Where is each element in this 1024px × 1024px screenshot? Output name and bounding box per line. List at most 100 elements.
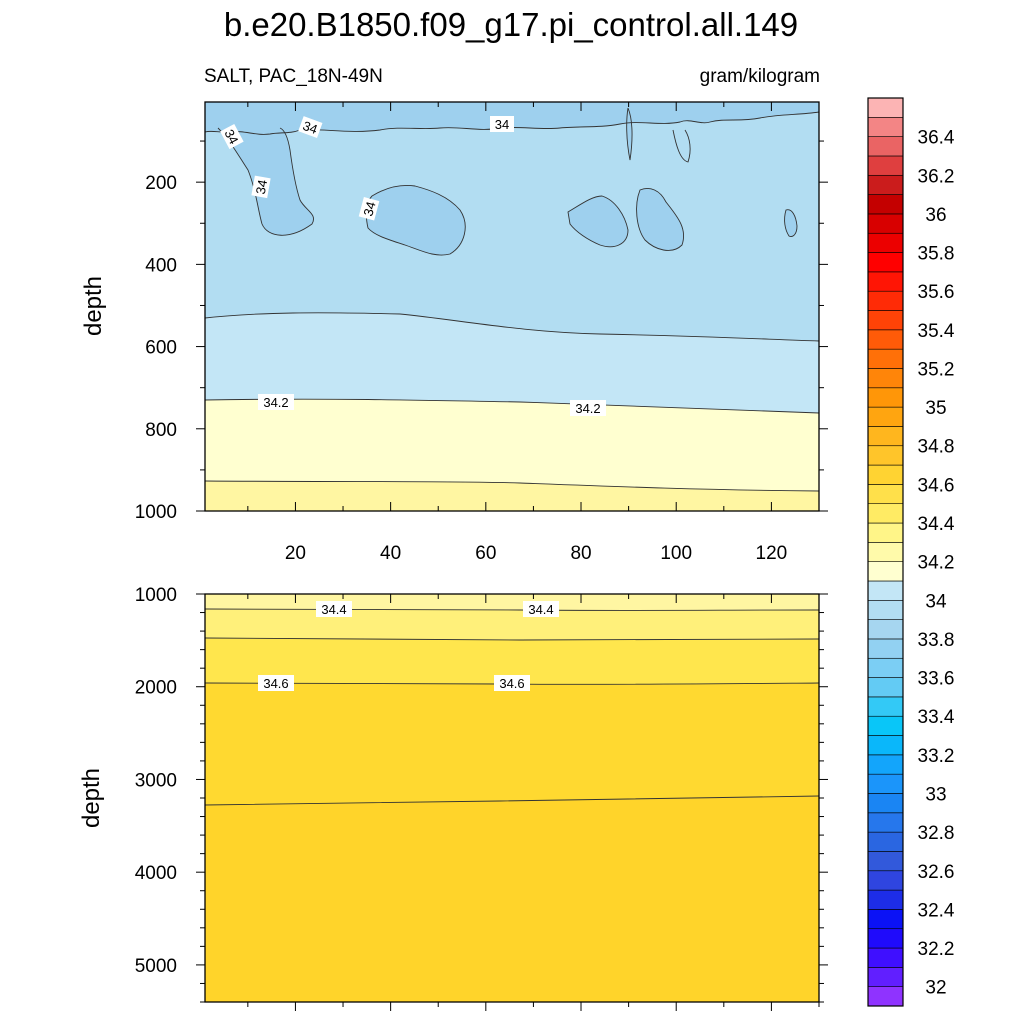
svg-text:34.2: 34.2 [575,401,600,416]
field-33-9-patch-east2 [636,188,684,251]
y-tick-label: 3000 [135,770,177,791]
colorbar-box [867,696,904,717]
colorbar-box [867,426,904,447]
colorbar-box [867,812,904,833]
colorbar-box [867,310,904,331]
isoline-34-0-patch-east1 [567,195,629,248]
colorbar-label: 32.4 [918,900,955,921]
colorbar-box [867,213,904,234]
colorbar-label: 34 [925,591,947,612]
colorbar-label: 32.8 [918,823,955,844]
colorbar-box [867,445,904,466]
colorbar-box [867,599,904,620]
isoline-34-0-patch-drop [626,107,633,161]
colorbar-box [867,329,904,350]
contour-label: 34 [490,116,514,132]
colorbar-box [867,232,904,253]
svg-text:34.4: 34.4 [528,602,553,617]
colorbar-label: 32.2 [918,939,955,960]
colorbar-box [867,638,904,659]
colorbar-label: 35 [925,398,946,419]
y-tick-label: 1000 [135,585,177,606]
isoline-34-0-patch-central [365,185,466,256]
svg-text:34: 34 [495,117,509,132]
contour-label: 34 [220,123,244,150]
field-34-3-lower [205,594,819,611]
colorbar-box [867,851,904,872]
contour-label: 34.2 [570,400,606,416]
isoline-34-1 [205,312,819,342]
y-tick-label: 800 [145,420,177,441]
colorbar-frame [867,97,904,1007]
colorbar-label: 33.8 [918,630,955,651]
chart-title: b.e20.B1850.f09_g17.pi_control.all.149 [224,6,798,43]
contour-label: 34 [358,197,380,221]
contour-label: 34.4 [523,601,559,617]
isoline-34-7 [205,795,819,806]
colorbar-box [867,889,904,910]
colorbar-box [867,194,904,215]
colorbar-label: 34.8 [918,437,955,458]
colorbar-label: 34.4 [918,514,955,535]
svg-text:34: 34 [360,200,378,218]
contour-label: 34 [298,116,323,138]
colorbar-box [867,967,904,987]
x-tick-label: 20 [285,543,306,564]
colorbar-label: 32.6 [918,862,955,883]
colorbar-box [867,503,904,524]
colorbar-box [867,580,904,601]
colorbar-label: 36 [925,205,946,226]
lower-axes: 1000 2000 3000 4000 5000 [135,585,828,1011]
colorbar-label: 35.2 [918,359,955,380]
colorbar-box [867,174,904,195]
lower-fill [205,594,819,1002]
y-tick-label: 5000 [135,956,177,977]
x-tick-label: 80 [570,543,591,564]
right-string: gram/kilogram [700,66,820,87]
upper-fill [205,102,819,511]
colorbar-box [867,271,904,292]
upper-isolines [205,107,819,492]
contour-label: 34.2 [258,394,294,410]
upper-y-label: depth [80,276,107,336]
contour-label: 34 [251,175,271,199]
colorbar-box [867,909,904,930]
svg-text:34.6: 34.6 [499,676,524,691]
upper-contour-labels: 34 34 34 34 34 34.2 [220,116,606,416]
lower-contour-labels: 34.4 34.4 34.6 34.6 [258,601,559,691]
contour-label: 34.6 [494,675,530,691]
x-tick-label: 120 [756,543,788,564]
colorbar-box [867,136,904,157]
svg-text:34.4: 34.4 [321,602,346,617]
x-tick-label: 40 [380,543,401,564]
upper-panel: 34 34 34 34 34 34.2 [80,101,828,564]
colorbar-label: 32 [925,978,946,999]
colorbar-box [867,155,904,176]
field-33-9-patch-east1 [568,196,628,247]
colorbar-box [867,619,904,640]
colorbar-label: 33 [925,784,946,805]
colorbar-label: 35.6 [918,282,955,303]
colorbar-box [867,387,904,408]
x-tick-label: 60 [475,543,496,564]
colorbar-box [867,831,904,852]
isoline-34-0-patch-east3 [784,209,798,237]
isoline-34-0-patch-west [217,127,314,236]
lower-panel: 34.4 34.4 34.6 34.6 1000 2000 3000 4000 5000… [78,585,828,1011]
colorbar-box [867,464,904,485]
lower-y-label: depth [78,768,105,828]
left-string: SALT, PAC_18N-49N [204,66,383,87]
isoline-34-4 [205,608,819,611]
colorbar-box [867,773,904,794]
colorbar-box [867,986,904,1007]
upper-frame [204,101,820,512]
svg-text:34.2: 34.2 [263,395,288,410]
field-33-9-patch-east3 [784,209,797,237]
colorbar-box [867,677,904,698]
colorbar-label: 33.2 [918,746,955,767]
isoline-34-3 [205,480,819,492]
colorbar-box [867,117,904,137]
colorbar-box [867,368,904,389]
isoline-34-0-contour-east [672,129,691,163]
